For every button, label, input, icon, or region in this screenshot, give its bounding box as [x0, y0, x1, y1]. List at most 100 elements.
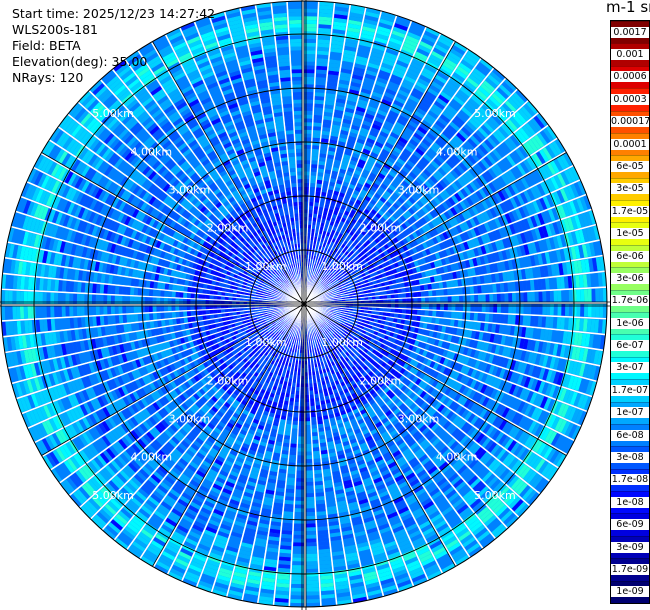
range-gate [403, 42, 417, 51]
range-gate [421, 119, 432, 129]
range-gate [317, 214, 323, 219]
range-gate [354, 113, 364, 120]
range-gate [392, 70, 404, 79]
range-gate [310, 183, 316, 188]
range-gate [484, 284, 490, 294]
range-gate [304, 54, 316, 59]
range-gate [304, 126, 312, 130]
range-gate [473, 68, 486, 79]
range-gate [351, 176, 359, 183]
range-gate [294, 504, 304, 509]
range-gate [377, 172, 386, 180]
range-gate [337, 195, 344, 202]
range-gate [323, 207, 329, 213]
range-gate [435, 317, 440, 325]
range-gate [326, 265, 331, 271]
range-gate [568, 289, 573, 303]
range-gate [325, 252, 330, 257]
ray-separator [303, 77, 507, 305]
range-gate [336, 179, 343, 185]
range-gate [298, 428, 304, 433]
range-gate [309, 401, 315, 407]
range-gate [437, 117, 449, 127]
range-gate [431, 50, 445, 61]
range-gate [407, 98, 418, 107]
range-gate [374, 179, 382, 186]
range-gate [334, 186, 341, 193]
range-gate [304, 19, 317, 24]
range-gate [436, 71, 449, 81]
ray-field [1, 1, 607, 607]
range-gate [296, 459, 304, 464]
range-gate [454, 311, 460, 320]
range-gate [351, 193, 359, 199]
range-gate [372, 165, 381, 173]
range-gate [595, 288, 600, 302]
range-gate [401, 151, 410, 160]
range-gate [356, 182, 364, 189]
range-gate [304, 186, 310, 191]
range-gate [325, 165, 333, 171]
range-gate [337, 259, 342, 265]
range-gate [316, 412, 322, 417]
range-gate [385, 117, 396, 125]
range-gate [320, 199, 326, 204]
range-gate [385, 88, 397, 96]
range-gate [400, 111, 411, 120]
range-gate [546, 291, 551, 303]
range-gate [312, 221, 317, 226]
range-gate [469, 312, 475, 321]
range-gate [322, 127, 331, 132]
range-gate [452, 72, 465, 83]
range-gate [307, 232, 311, 237]
ray-separator [303, 67, 495, 305]
range-gate [360, 202, 368, 209]
range-gate [305, 561, 318, 566]
range-gate [311, 224, 316, 230]
range-gate [344, 251, 350, 256]
range-gate [492, 313, 497, 323]
range-gate [466, 312, 471, 321]
range-gate [304, 23, 317, 28]
range-gate [387, 113, 398, 122]
range-gate [312, 145, 320, 150]
range-gate [344, 194, 351, 200]
range-gate [396, 140, 406, 148]
range-gate [421, 97, 433, 107]
range-gate [333, 17, 347, 24]
range-gate [553, 290, 558, 303]
range-gate [306, 572, 319, 577]
range-gate [309, 190, 315, 195]
range-gate [305, 534, 317, 539]
range-gate [338, 137, 347, 143]
range-gate [354, 239, 360, 245]
range-gate [325, 274, 330, 279]
range-gate [413, 132, 423, 141]
range-gate [349, 132, 358, 138]
range-gate [362, 26, 376, 33]
range-gate [396, 15, 411, 24]
range-gate [557, 290, 562, 303]
range-gate [395, 121, 405, 130]
range-gate [357, 179, 365, 186]
range-gate [359, 41, 372, 48]
range-gate [391, 149, 400, 158]
range-gate [318, 24, 332, 29]
range-gate [297, 447, 304, 452]
range-gate [376, 29, 390, 37]
ray [304, 2, 350, 304]
range-gate [328, 66, 340, 72]
range-gate [378, 69, 391, 78]
range-gate [317, 420, 323, 425]
range-gate [542, 291, 547, 303]
range-gate [457, 89, 470, 100]
range-gate [424, 30, 438, 40]
range-gate [365, 179, 374, 186]
range-gate [561, 290, 566, 303]
range-gate [341, 243, 346, 249]
range-gate [384, 142, 394, 150]
range-gate [466, 100, 478, 112]
range-gate [309, 398, 315, 403]
range-gate [424, 310, 429, 317]
range-gate [425, 113, 437, 123]
